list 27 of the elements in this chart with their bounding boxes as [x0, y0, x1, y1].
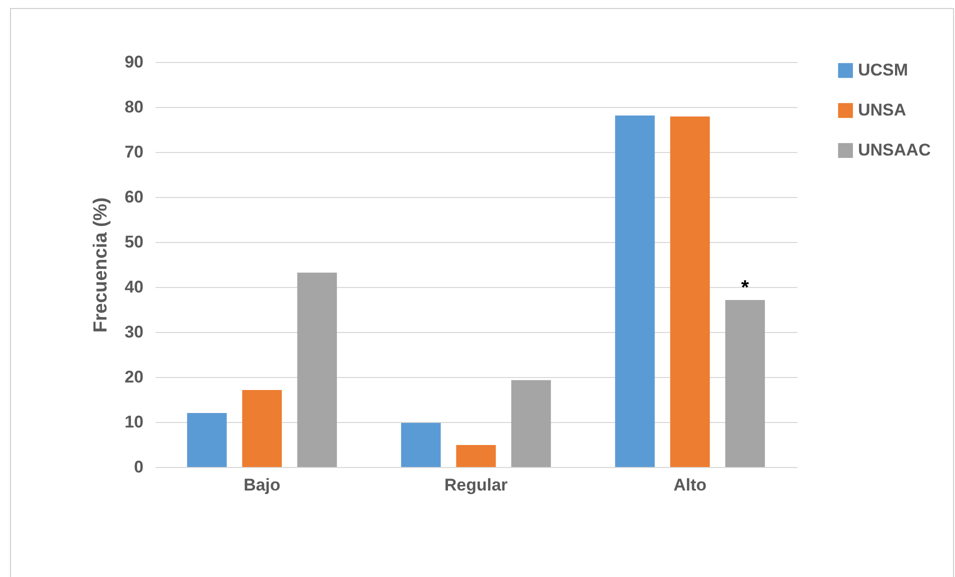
x-tick-label: Regular — [444, 476, 508, 494]
y-tick-label: 40 — [124, 278, 144, 296]
bar — [401, 422, 441, 467]
y-tick-label: 30 — [124, 322, 144, 342]
y-tick-label: 20 — [124, 368, 144, 386]
y-tick-label: 90 — [124, 52, 144, 72]
y-tick-label: 0 — [134, 458, 144, 476]
x-tick-label: Bajo — [244, 476, 280, 494]
y-tick-label: 80 — [124, 98, 144, 116]
legend-label: UNSA — [858, 100, 906, 120]
bar — [297, 272, 337, 467]
y-tick-label: 60 — [124, 188, 144, 206]
y-tick-label: 10 — [124, 412, 144, 432]
y-tick-label: 50 — [124, 232, 144, 252]
x-tick-label: Alto — [673, 476, 707, 494]
bar — [615, 116, 655, 467]
legend-label: UCSM — [858, 60, 908, 80]
bar — [511, 380, 551, 467]
y-tick-label: 70 — [124, 142, 144, 162]
bar — [187, 413, 227, 467]
annotation: * — [741, 277, 750, 300]
bar — [242, 390, 282, 467]
y-axis-title: Frecuencia (%) — [90, 197, 112, 333]
legend-label: UNSAAC — [858, 140, 931, 160]
bar — [670, 116, 710, 467]
bar — [725, 300, 765, 467]
bar — [456, 444, 496, 467]
